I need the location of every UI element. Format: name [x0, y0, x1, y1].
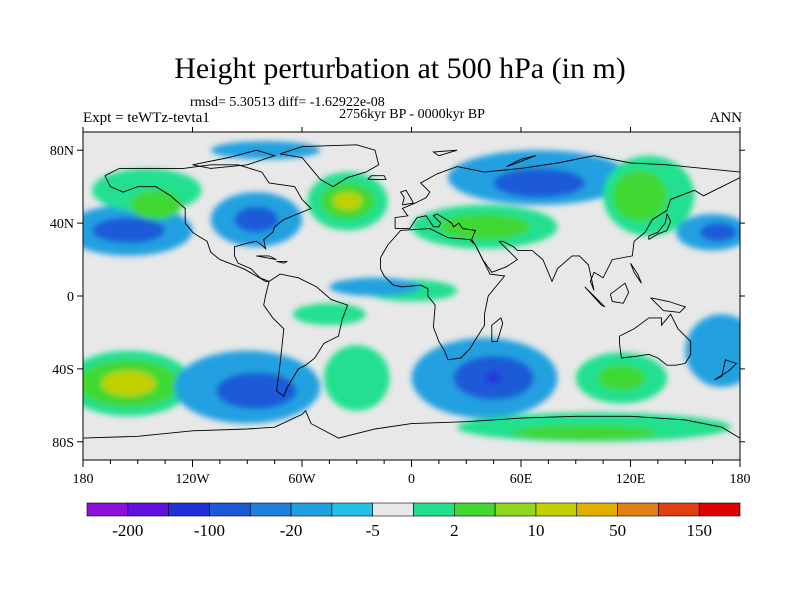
colorbar-swatch-7	[372, 502, 414, 517]
colorbar-swatch-9	[454, 502, 496, 517]
lat-tick-label: 40S	[52, 363, 74, 378]
colorbar-swatch-1	[127, 502, 169, 517]
coastline-20	[630, 262, 642, 284]
colorbar-swatch-0	[86, 502, 129, 517]
lon-tick-label: 60E	[510, 472, 533, 487]
lat-tick-label: 80S	[52, 436, 74, 451]
coastline-2	[263, 273, 349, 397]
coastline-7	[491, 317, 504, 343]
lat-tick-label: 80N	[50, 144, 74, 159]
colorbar-label: -100	[194, 521, 225, 540]
coastline-0	[104, 164, 312, 282]
contour-e-us-low-core	[234, 206, 279, 233]
period-label: 2756kyr BP - 0000kyr BP	[339, 107, 485, 122]
coastline-19	[276, 260, 288, 264]
coastline-11	[609, 282, 630, 304]
contour-s-pacific-high-center	[101, 370, 156, 397]
coastline-6	[83, 410, 740, 439]
colorbar-swatch-4	[249, 502, 292, 517]
colorbar-swatch-13	[617, 502, 659, 517]
season-label: ANN	[709, 110, 743, 126]
colorbar-label: -5	[366, 521, 380, 540]
lat-tick-label: 40N	[50, 217, 74, 232]
contour-n-atlantic-high-center	[333, 192, 363, 211]
contour-w-na-high-core	[130, 190, 182, 220]
colorbar-swatch-14	[658, 502, 700, 517]
coastlines	[83, 144, 740, 439]
coastline-16	[432, 149, 458, 157]
colorbar-swatch-12	[576, 502, 618, 517]
coastline-17	[506, 155, 536, 168]
coastline-10	[584, 286, 606, 308]
contour-antarctic-high-core	[511, 425, 658, 440]
experiment-label: Expt = teWTz-tevta1	[83, 110, 210, 126]
coastline-5	[619, 313, 692, 366]
contour-trop-high-1	[292, 303, 366, 326]
contour-n-pacific-low-core	[92, 217, 166, 244]
contour-se-pacific-low-core	[216, 372, 297, 409]
coastline-3	[380, 228, 506, 361]
colorbar-swatch-10	[494, 502, 537, 517]
colorbar-label: -200	[112, 521, 143, 540]
contour-mediterranean-high-core	[438, 214, 531, 240]
colorbar-swatch-5	[290, 502, 333, 517]
coastline-12	[650, 297, 687, 313]
colorbar-swatch-3	[209, 502, 251, 517]
colorbar-swatch-8	[413, 502, 455, 517]
coastline-18	[256, 255, 277, 261]
coastline-14	[367, 175, 387, 180]
contour-fields	[83, 132, 740, 460]
colorbar: -200 -100 -20 -5 2 10 50 150	[86, 502, 741, 540]
contour-s-atlantic-high	[323, 345, 390, 411]
colorbar-swatch-6	[331, 502, 373, 517]
colorbar-swatch-2	[168, 502, 210, 517]
contour-w-aus-high-core	[597, 365, 646, 391]
colorbar-label: 2	[450, 521, 459, 540]
lon-tick-label: 120W	[175, 472, 210, 487]
colorbar-swatch-15	[698, 502, 741, 517]
lon-tick-label: 180	[73, 472, 94, 487]
coastline-15	[192, 149, 277, 169]
lon-tick-label: 120E	[616, 472, 646, 487]
lon-tick-label: 0	[408, 472, 415, 487]
lon-tick-label: 60W	[288, 472, 316, 487]
contour-eurasia-low-core	[493, 168, 585, 198]
coastline-9	[399, 189, 414, 206]
colorbar-label: 150	[686, 521, 712, 540]
contour-nw-pacific-low-core	[699, 223, 737, 242]
colorbar-swatch-11	[535, 502, 578, 517]
coastline-8	[648, 212, 672, 240]
colorbar-label: -20	[280, 521, 303, 540]
contour-arctic-low	[210, 141, 321, 160]
colorbar-label: 10	[527, 521, 544, 540]
chart-title: Height perturbation at 500 hPa (in m)	[174, 52, 626, 85]
coastline-1	[279, 144, 380, 188]
lat-tick-label: 0	[67, 290, 74, 305]
stats-label: rmsd= 5.30513 diff= -1.62922e-08	[190, 95, 385, 110]
contour-siberia-high-core	[612, 170, 667, 222]
coastline-4	[394, 155, 740, 291]
contour-e-aus-low	[685, 314, 740, 388]
contour-s-indian-low-center	[486, 372, 501, 384]
colorbar-label: 50	[609, 521, 626, 540]
coastline-13	[714, 359, 738, 381]
axis-ticks: 180 120W 60W 0 60E 120E 180 80N 40N 0 40S 80S	[50, 127, 751, 487]
lon-tick-label: 180	[730, 472, 751, 487]
contour-trop-low-1	[329, 277, 421, 296]
